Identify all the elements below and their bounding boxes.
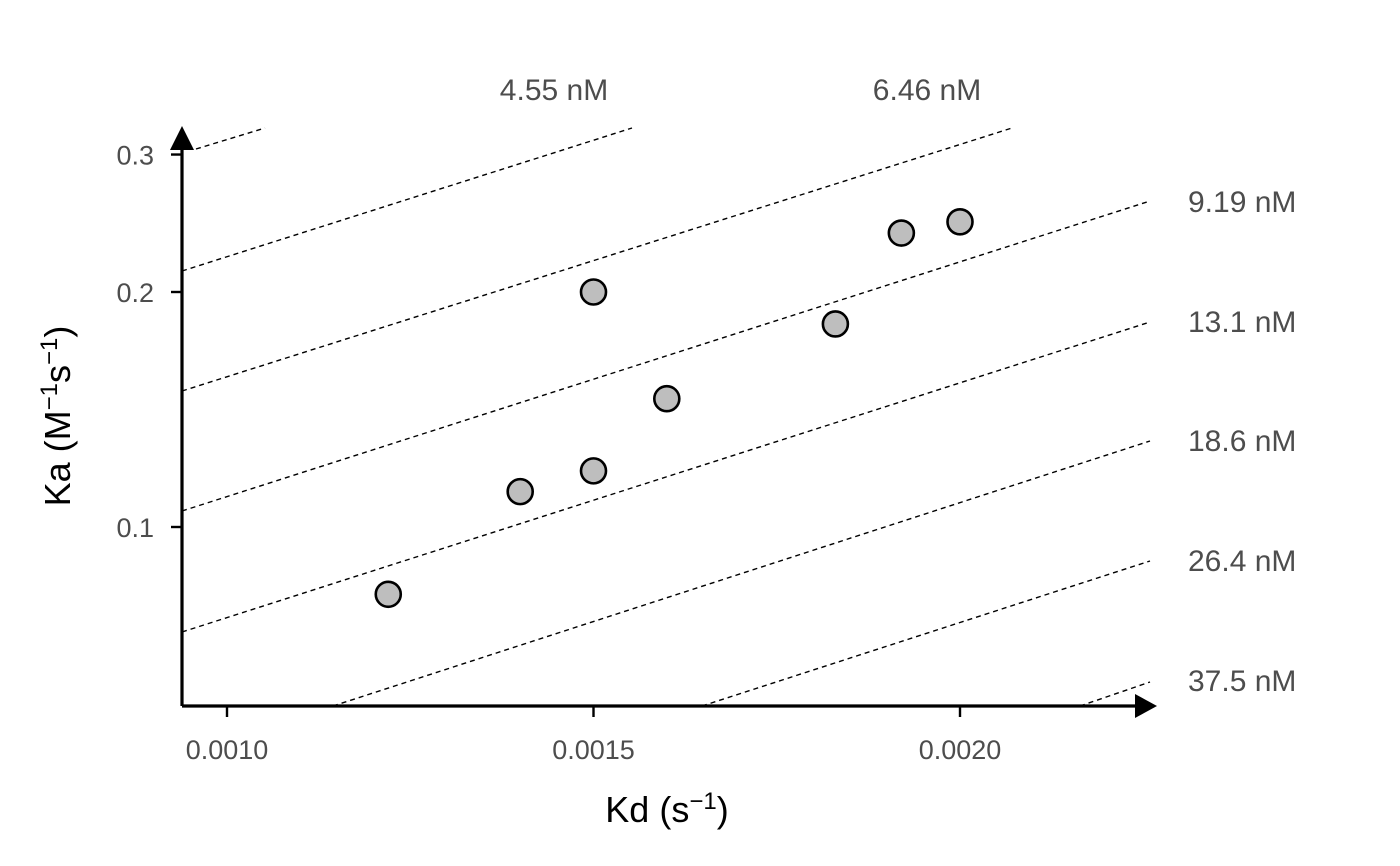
data-point — [506, 477, 535, 506]
x-axis-title: Kd (s−1) — [605, 788, 728, 830]
iso-line-label: 6.46 nM — [873, 74, 981, 107]
iso-line-label: 18.6 nM — [1188, 425, 1296, 458]
y-axis-arrowhead — [170, 126, 194, 150]
iso-line-3 — [181, 127, 1013, 392]
iso-line-label: 26.4 nM — [1188, 545, 1296, 578]
iso-line-6 — [332, 440, 1151, 707]
iso-line-4 — [181, 200, 1151, 512]
data-point — [821, 310, 850, 338]
iso-line-8 — [1079, 681, 1151, 707]
y-tick-label: 0.1 — [116, 513, 154, 543]
tick-labels: 4.55 nM 6.46 nM 9.19 nM 13.1 nM 18.6 nM 26.4 … — [116, 74, 1296, 765]
y-axis-title: Ka (M−1s−1) — [36, 326, 78, 507]
iso-line-1 — [195, 127, 266, 150]
axes — [170, 126, 1157, 718]
iso-line-7 — [701, 560, 1151, 707]
x-axis-arrowhead — [1135, 694, 1157, 718]
data-point — [374, 580, 403, 609]
iso-line-label: 9.19 nM — [1188, 186, 1296, 219]
data-point — [652, 384, 681, 413]
x-tick-label: 0.0015 — [552, 735, 635, 765]
iso-line-5 — [181, 321, 1151, 633]
data-point — [946, 208, 974, 236]
iso-line-label: 37.5 nM — [1188, 665, 1296, 698]
iso-line-2 — [181, 127, 633, 272]
y-tick-label: 0.2 — [116, 278, 154, 308]
data-point — [887, 219, 916, 247]
iso-line-label: 13.1 nM — [1188, 306, 1296, 339]
data-points — [374, 208, 974, 609]
iso-affinity-lines — [181, 127, 1151, 707]
data-point — [579, 278, 608, 306]
iso-line-label: 4.55 nM — [500, 74, 608, 107]
x-tick-label: 0.0020 — [919, 735, 1002, 765]
y-tick-label: 0.3 — [116, 141, 154, 171]
data-point — [579, 457, 608, 485]
x-tick-label: 0.0010 — [186, 735, 269, 765]
